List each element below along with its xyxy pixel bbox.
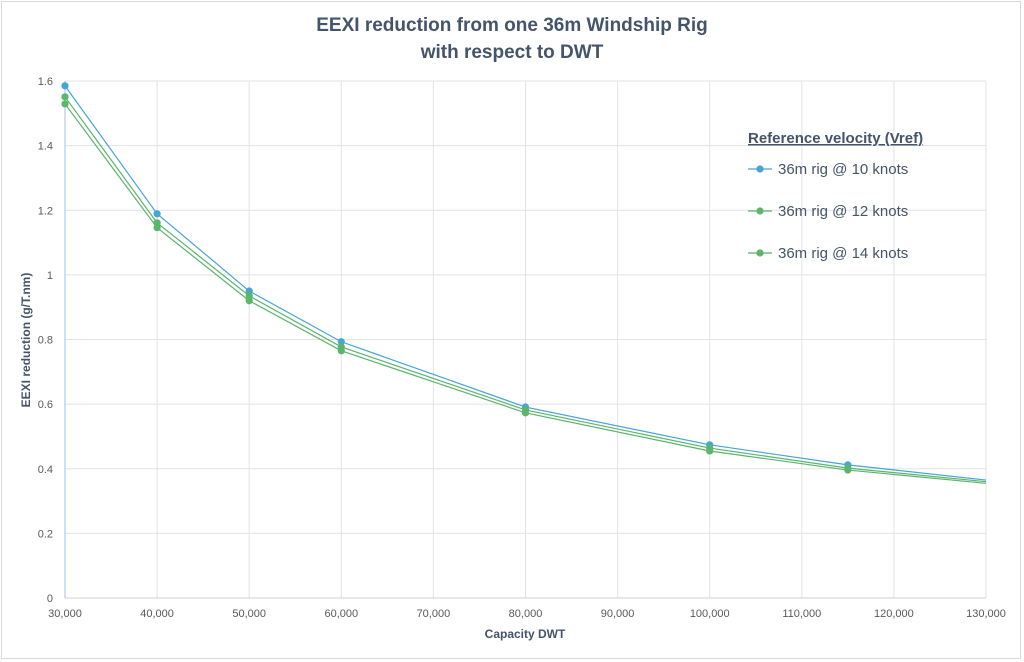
data-point	[337, 338, 345, 346]
data-point	[245, 297, 253, 305]
data-point	[706, 447, 714, 455]
x-tick-label: 100,000	[690, 608, 730, 620]
data-point	[61, 82, 69, 90]
x-tick-label: 80,000	[509, 608, 543, 620]
y-tick-label: 1.6	[38, 76, 53, 88]
data-point	[521, 409, 530, 417]
data-point	[844, 466, 852, 474]
legend-label: 36m rig @ 14 knots	[778, 245, 908, 262]
data-point	[337, 347, 345, 355]
x-tick-label: 90,000	[601, 608, 635, 620]
y-tick-label: 1.2	[38, 205, 53, 217]
y-tick-label: 0.4	[38, 464, 53, 476]
y-tick-label: 0	[47, 593, 53, 605]
legend-item: 36m rig @ 14 knots	[748, 245, 908, 262]
data-point	[61, 100, 69, 108]
legend-label: 36m rig @ 12 knots	[778, 203, 908, 220]
legend-dot-marker	[756, 165, 764, 173]
y-tick-label: 1.4	[38, 141, 53, 153]
legend-item: 36m rig @ 12 knots	[748, 203, 908, 220]
data-point	[61, 93, 69, 101]
x-tick-label: 50,000	[232, 608, 266, 620]
data-point	[153, 210, 161, 218]
x-tick-label: 70,000	[417, 608, 451, 620]
x-axis-label: Capacity DWT	[485, 627, 566, 641]
y-tick-label: 0.8	[38, 335, 53, 347]
chart-title-line1: EEXI reduction from one 36m Windship Rig	[316, 15, 708, 36]
series-line	[64, 96, 987, 483]
x-tick-label: 40,000	[140, 608, 174, 620]
x-tick-label: 130,000	[966, 608, 1006, 620]
x-tick-label: 110,000	[782, 608, 821, 620]
x-tick-label: 30,000	[48, 608, 82, 620]
series-line	[64, 103, 987, 484]
x-tick-label: 120,000	[874, 608, 914, 620]
y-tick-label: 0.6	[38, 399, 53, 411]
series-2	[61, 93, 987, 483]
data-point	[153, 224, 161, 232]
series-line	[64, 85, 987, 481]
y-axis-label: EEXI reduction (g/T.nm)	[19, 273, 33, 408]
legend-dot-marker	[756, 249, 764, 257]
legend-title: Reference velocity (Vref)	[748, 130, 923, 147]
y-tick-label: 1	[47, 270, 53, 282]
series-3	[61, 100, 987, 484]
legend-item: 36m rig @ 10 knots	[748, 161, 908, 178]
legend-dot-marker	[756, 207, 764, 215]
y-tick-label: 0.2	[38, 528, 53, 540]
x-tick-label: 60,000	[324, 608, 358, 620]
legend-label: 36m rig @ 10 knots	[778, 161, 908, 178]
chart-title-line2: with respect to DWT	[420, 42, 604, 63]
